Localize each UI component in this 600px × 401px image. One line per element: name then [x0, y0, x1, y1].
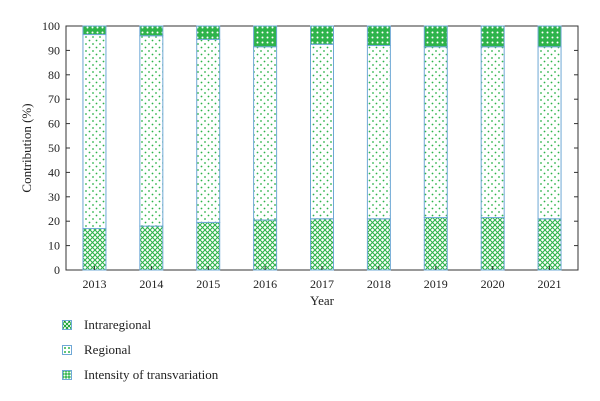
- bar-2017-diamond: [310, 25, 334, 45]
- bar-2015-crosshatch: [196, 221, 221, 271]
- bar-2017-dots: [310, 43, 334, 220]
- legend-label: Intensity of transvariation: [84, 367, 219, 382]
- bar-2021-diamond: [537, 25, 562, 48]
- bar-2013-crosshatch: [82, 228, 107, 271]
- legend-swatch-dots: [62, 345, 72, 355]
- bar-2020-crosshatch: [480, 217, 505, 271]
- bar-2015-dots: [196, 38, 221, 223]
- bar-2016-diamond: [253, 25, 278, 48]
- bar-2019-diamond: [423, 25, 448, 48]
- y-axis: 0 10 20 30 40 50 60 70 80 90 100: [42, 19, 578, 277]
- legend-item-dots: Regional: [62, 342, 218, 357]
- x-tick-label: 2017: [310, 277, 334, 291]
- x-tick-label: 2014: [139, 277, 163, 291]
- legend-item-crosshatch: Intraregional: [62, 317, 218, 332]
- x-tick-label: 2018: [367, 277, 391, 291]
- bar-2013-dots: [82, 34, 107, 230]
- y-tick-label: 20: [48, 214, 60, 228]
- x-tick-label: 2019: [424, 277, 448, 291]
- legend: Intraregional Regional Intensity of transv…: [62, 317, 219, 393]
- bar-2019-crosshatch: [423, 217, 448, 271]
- x-axis: 2013 2014 2015 2016 2017 2018 2019 2020 2021: [82, 266, 562, 291]
- bar-2014-diamond: [139, 25, 164, 37]
- bar-2014-crosshatch: [139, 225, 164, 271]
- y-tick-label: 80: [48, 68, 60, 82]
- bars-layer: [82, 25, 562, 271]
- y-tick-label: 90: [48, 43, 60, 57]
- y-tick-label: 30: [48, 190, 60, 204]
- bar-2021-dots: [537, 46, 562, 220]
- x-tick-label: 2013: [82, 277, 106, 291]
- bar-2020-diamond: [480, 25, 505, 48]
- x-axis-title: Year: [310, 293, 335, 308]
- bar-2013-diamond: [82, 25, 107, 36]
- legend-label: Regional: [84, 342, 131, 357]
- y-axis-title: Contribution (%): [19, 103, 34, 192]
- y-tick-label: 0: [54, 263, 60, 277]
- legend-item-diamond: Intensity of transvariation: [62, 367, 219, 382]
- bar-2014-dots: [139, 35, 164, 227]
- bar-2018-diamond: [366, 25, 391, 47]
- x-tick-label: 2016: [253, 277, 277, 291]
- legend-swatch-diamond: [62, 370, 72, 380]
- y-tick-label: 60: [48, 117, 60, 131]
- legend-label: Intraregional: [84, 317, 152, 332]
- y-tick-label: 100: [42, 19, 60, 33]
- bar-2018-crosshatch: [366, 218, 391, 271]
- x-tick-label: 2020: [481, 277, 505, 291]
- x-tick-label: 2021: [538, 277, 562, 291]
- bar-2019-dots: [423, 46, 448, 219]
- bar-2020-dots: [480, 46, 505, 219]
- bar-2021-crosshatch: [537, 218, 562, 271]
- legend-swatch-crosshatch: [62, 320, 72, 330]
- x-tick-label: 2015: [196, 277, 220, 291]
- y-tick-label: 50: [48, 141, 60, 155]
- bar-2016-dots: [253, 46, 278, 221]
- y-tick-label: 10: [48, 239, 60, 253]
- bar-2015-diamond: [196, 25, 221, 40]
- bar-2017-crosshatch: [310, 218, 334, 271]
- bar-2018-dots: [366, 45, 391, 220]
- y-tick-label: 70: [48, 92, 60, 106]
- y-tick-label: 40: [48, 165, 60, 179]
- bar-2016-crosshatch: [253, 219, 278, 271]
